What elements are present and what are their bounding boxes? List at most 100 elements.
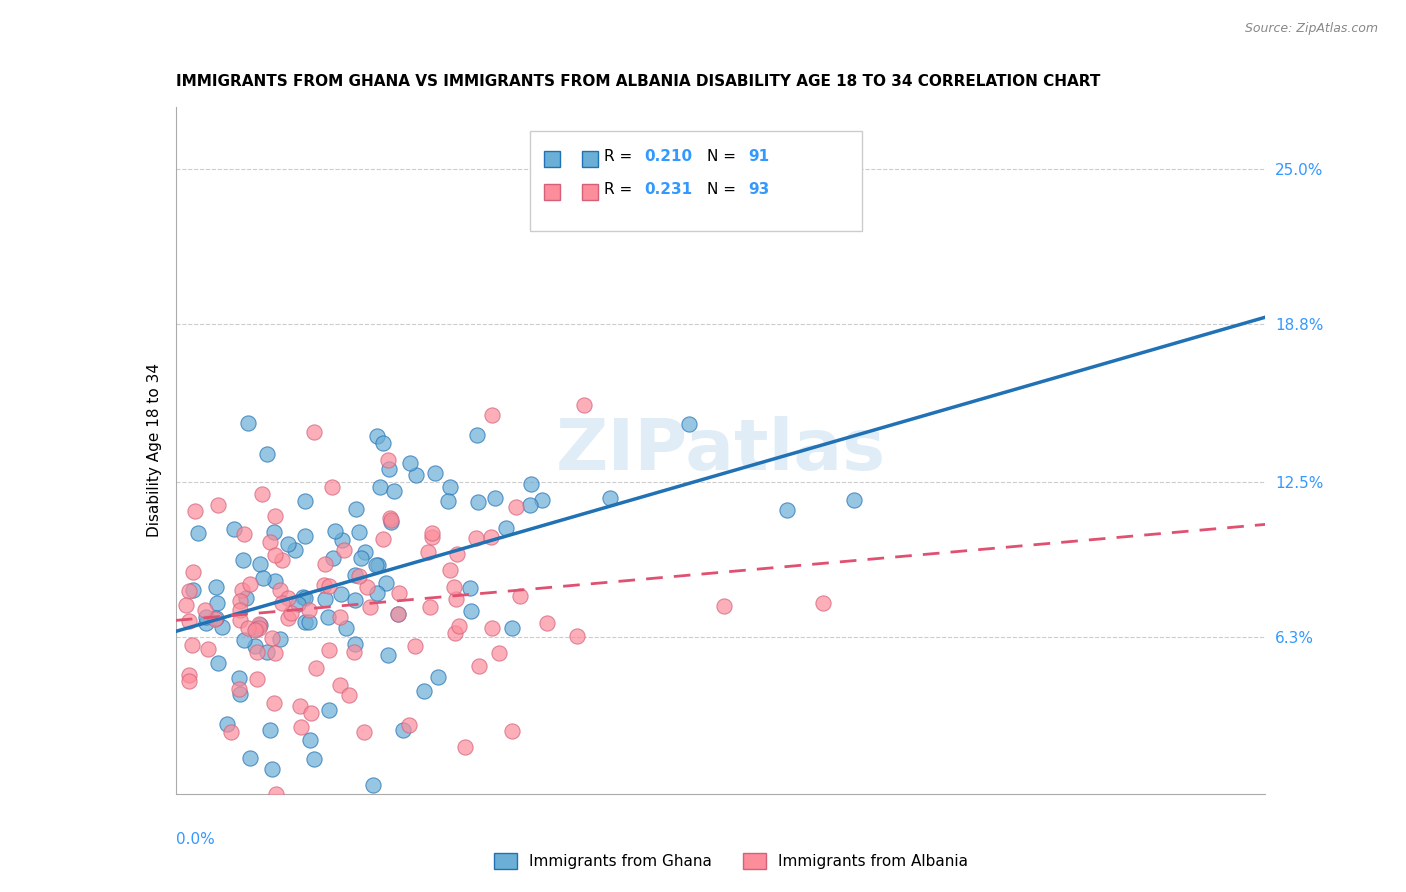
Point bbox=[247, 616, 270, 631]
Point bbox=[177, 614, 200, 628]
Point bbox=[174, 599, 197, 613]
Point bbox=[344, 638, 367, 652]
Text: ZIPatlas: ZIPatlas bbox=[555, 416, 886, 485]
Text: N =: N = bbox=[707, 149, 741, 164]
Point bbox=[349, 524, 371, 539]
Point bbox=[460, 604, 482, 618]
Point bbox=[501, 620, 523, 634]
Point bbox=[302, 425, 325, 440]
Point bbox=[329, 678, 352, 692]
Point bbox=[284, 542, 307, 557]
Point bbox=[294, 591, 316, 606]
Point bbox=[181, 565, 204, 579]
Point bbox=[323, 524, 346, 539]
Point bbox=[344, 501, 367, 516]
Point bbox=[371, 435, 394, 450]
Point bbox=[263, 549, 285, 563]
Point bbox=[519, 498, 541, 512]
Point bbox=[256, 644, 278, 658]
Text: 0.210: 0.210 bbox=[644, 149, 692, 164]
Point bbox=[228, 682, 250, 697]
Point bbox=[458, 581, 481, 595]
Point bbox=[229, 603, 252, 617]
Point bbox=[314, 592, 336, 607]
Point bbox=[194, 603, 217, 617]
Point bbox=[359, 600, 381, 615]
Point bbox=[330, 533, 353, 547]
Point bbox=[195, 615, 218, 630]
Point bbox=[277, 610, 299, 624]
Point bbox=[205, 580, 228, 594]
Point bbox=[252, 571, 274, 585]
Point bbox=[350, 551, 373, 566]
Point bbox=[337, 688, 360, 702]
Point bbox=[263, 524, 285, 539]
Point bbox=[239, 750, 262, 764]
Point bbox=[481, 621, 503, 635]
Point bbox=[187, 526, 209, 541]
Point bbox=[484, 491, 506, 505]
Point bbox=[567, 629, 589, 643]
Point bbox=[205, 596, 228, 610]
Point bbox=[259, 723, 281, 737]
Point bbox=[387, 607, 409, 621]
Point bbox=[316, 610, 339, 624]
Point bbox=[239, 576, 262, 591]
Point bbox=[353, 724, 375, 739]
Point bbox=[398, 718, 420, 732]
Point bbox=[367, 558, 389, 572]
Text: 0.0%: 0.0% bbox=[176, 831, 215, 847]
Point bbox=[380, 512, 402, 526]
Point bbox=[530, 492, 553, 507]
Point bbox=[509, 589, 531, 603]
Point bbox=[366, 429, 388, 443]
Point bbox=[520, 477, 543, 491]
Point bbox=[420, 526, 443, 541]
Point bbox=[420, 530, 443, 544]
Point bbox=[194, 610, 217, 624]
Text: 91: 91 bbox=[748, 149, 769, 164]
Point bbox=[454, 739, 477, 754]
FancyBboxPatch shape bbox=[530, 131, 862, 231]
Point bbox=[314, 557, 336, 571]
Point bbox=[446, 547, 468, 561]
Point bbox=[246, 672, 269, 686]
Point bbox=[368, 480, 391, 494]
Point bbox=[439, 480, 461, 494]
Point bbox=[347, 568, 370, 582]
Point bbox=[713, 599, 735, 613]
Point bbox=[228, 687, 250, 701]
Point bbox=[447, 618, 470, 632]
Point bbox=[177, 667, 200, 681]
Point bbox=[228, 671, 250, 685]
Legend: Immigrants from Ghana, Immigrants from Albania: Immigrants from Ghana, Immigrants from A… bbox=[488, 847, 974, 875]
Point bbox=[260, 762, 283, 776]
Point bbox=[842, 492, 865, 507]
Point bbox=[298, 615, 321, 630]
Point bbox=[252, 487, 274, 501]
Point bbox=[505, 500, 527, 515]
Point bbox=[184, 504, 207, 518]
Point bbox=[318, 703, 340, 717]
Point bbox=[233, 633, 256, 648]
Point bbox=[263, 697, 285, 711]
Point bbox=[305, 660, 328, 674]
Point bbox=[312, 578, 335, 592]
Point bbox=[423, 466, 446, 480]
Point bbox=[247, 621, 270, 635]
Point bbox=[426, 670, 449, 684]
Point bbox=[678, 417, 700, 431]
Point bbox=[235, 591, 257, 605]
Point bbox=[444, 626, 467, 640]
Point bbox=[288, 699, 311, 714]
Point bbox=[418, 545, 440, 559]
Point bbox=[444, 591, 467, 606]
Point bbox=[464, 531, 486, 545]
Point bbox=[364, 558, 387, 572]
Point bbox=[246, 645, 269, 659]
Point bbox=[495, 521, 517, 535]
Text: R =: R = bbox=[605, 149, 637, 164]
Point bbox=[378, 462, 401, 476]
Point bbox=[177, 584, 200, 599]
Point bbox=[467, 494, 489, 508]
